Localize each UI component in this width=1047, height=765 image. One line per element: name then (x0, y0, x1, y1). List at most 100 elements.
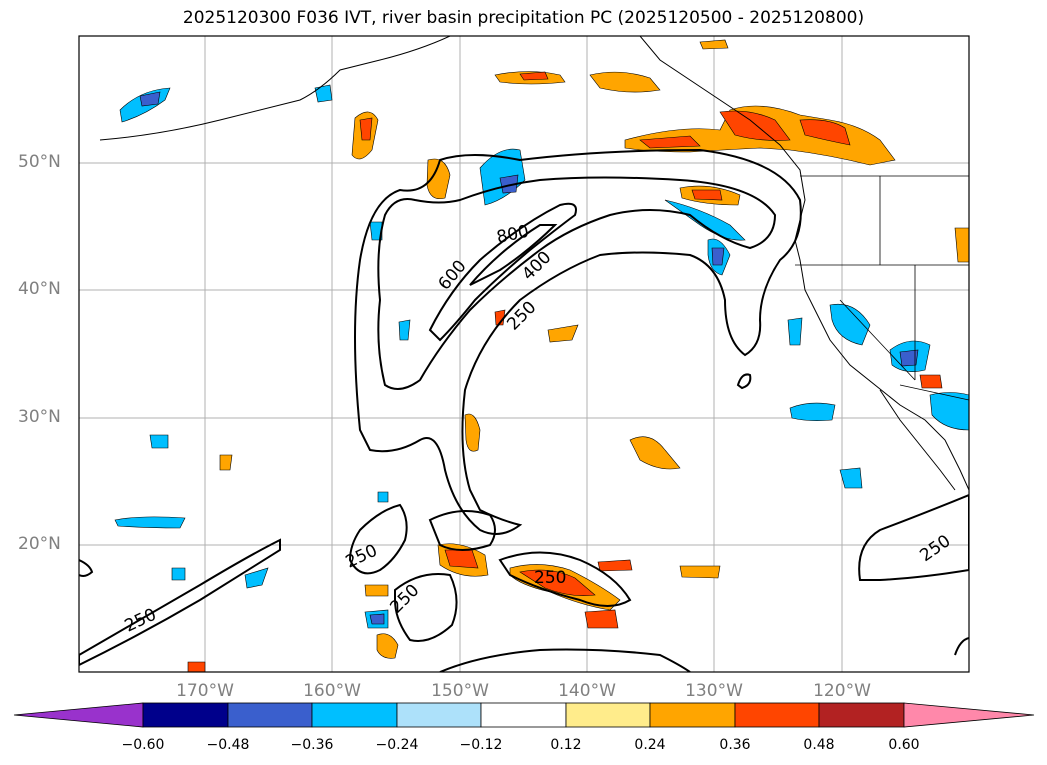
lon-label: 130°W (685, 681, 743, 701)
contour-label: 250 (534, 568, 566, 588)
precip-patch (377, 491, 389, 503)
colorbar-swatch (227, 702, 313, 728)
colorbar (13, 702, 1035, 728)
precip-patch (187, 661, 206, 672)
precip-patch (664, 199, 746, 241)
ivt-contour-250 (428, 510, 496, 551)
lon-label: 120°W (813, 681, 871, 701)
precip-patch (954, 227, 969, 263)
precip-patch (547, 324, 579, 343)
ivt-contour-250 (79, 538, 281, 667)
precip-patch (691, 189, 723, 201)
precip-patch (597, 559, 633, 572)
colorbar-swatch (480, 702, 567, 728)
coastline-alaska (99, 36, 451, 141)
colorbar-swatch (818, 702, 905, 728)
colorbar-tick-label: 0.36 (719, 737, 751, 753)
precip-patch (584, 609, 619, 629)
ivt-contour-250 (736, 373, 752, 390)
colorbar-swatch (565, 702, 651, 728)
precip-patch (699, 39, 729, 50)
precip-patch (519, 569, 596, 596)
precip-patch (919, 374, 943, 389)
colorbar-swatch (734, 702, 820, 728)
precip-patch (369, 221, 383, 241)
precip-patch (639, 135, 701, 149)
lat-label: 20°N (18, 534, 61, 554)
ivt-contour-250 (439, 648, 691, 672)
precip-patch (679, 565, 721, 579)
precip-patch (787, 317, 803, 346)
colorbar-tick-label: 0.24 (634, 737, 666, 753)
precip-patch (799, 119, 851, 146)
colorbar-tick-label: −0.12 (459, 737, 503, 753)
colorbar-swatch (649, 702, 736, 728)
lon-label: 170°W (176, 681, 234, 701)
colorbar-extend-low (13, 702, 144, 728)
ivt-contour-250 (858, 493, 969, 581)
coastlines (99, 36, 969, 491)
plot-frame (78, 35, 970, 673)
lat-label: 50°N (18, 152, 61, 172)
precip-patch (359, 117, 373, 141)
coastline-north-america (639, 36, 969, 491)
colorbar-swatch (142, 702, 229, 728)
precip-patch (444, 549, 479, 569)
ivt-contours (79, 148, 969, 672)
precip-patch (219, 454, 233, 471)
precip-patch (149, 434, 169, 449)
borders (795, 175, 969, 401)
precip-patch (376, 633, 399, 659)
colorbar-tick-label: −0.24 (375, 737, 419, 753)
colorbar-swatch (396, 702, 482, 728)
map-title: 2025120300 F036 IVT, river basin precipi… (182, 8, 865, 28)
lon-label: 150°W (431, 681, 489, 701)
colorbar-tick-label: 0.60 (888, 737, 920, 753)
ivt-contour-250 (354, 148, 802, 535)
precip-patch (369, 613, 385, 625)
colorbar-tick-label: 0.12 (550, 737, 582, 753)
colorbar-tick-label: −0.36 (290, 737, 334, 753)
precip-patches (114, 39, 969, 672)
ivt-contour-250 (79, 559, 94, 577)
colorbar-extend-high (903, 702, 1035, 728)
precip-patch (711, 247, 725, 266)
ivt-contour-400 (428, 202, 577, 342)
border-state (839, 299, 916, 381)
precip-patch (171, 567, 186, 581)
precip-patch (789, 402, 836, 421)
ivt-contour-250 (394, 573, 458, 642)
colorbar-tick-label: −0.60 (121, 737, 165, 753)
lat-label: 30°N (18, 407, 61, 427)
lat-label: 40°N (18, 279, 61, 299)
precip-patch (314, 84, 333, 103)
precip-patch (519, 71, 549, 81)
precip-patch (139, 91, 161, 107)
precip-patch (426, 158, 451, 199)
border-mexico (899, 384, 969, 401)
ivt-contour-250 (348, 503, 408, 575)
lon-label: 140°W (558, 681, 616, 701)
precip-patch (464, 413, 481, 452)
colorbar-swatch (311, 702, 398, 728)
colorbar-tick-label: −0.48 (206, 737, 250, 753)
precip-patch (719, 110, 791, 141)
precip-patch (899, 349, 919, 367)
precip-patch (398, 319, 411, 341)
precip-patch (839, 467, 863, 489)
precip-patch (589, 71, 661, 93)
ivt-contour-800 (469, 224, 558, 286)
precip-patch (494, 309, 506, 326)
precip-patch (114, 516, 186, 529)
precip-patch (829, 303, 871, 346)
precip-patch (244, 567, 269, 589)
precip-patch (629, 436, 681, 470)
colorbar-tick-label: 0.48 (803, 737, 835, 753)
ivt-contour-250 (954, 637, 969, 656)
ivt-contour-600 (377, 176, 777, 390)
precip-patch (364, 584, 389, 597)
precip-patch (929, 392, 969, 431)
baja-coast (879, 389, 956, 491)
ivt-contour-250 (498, 551, 632, 607)
